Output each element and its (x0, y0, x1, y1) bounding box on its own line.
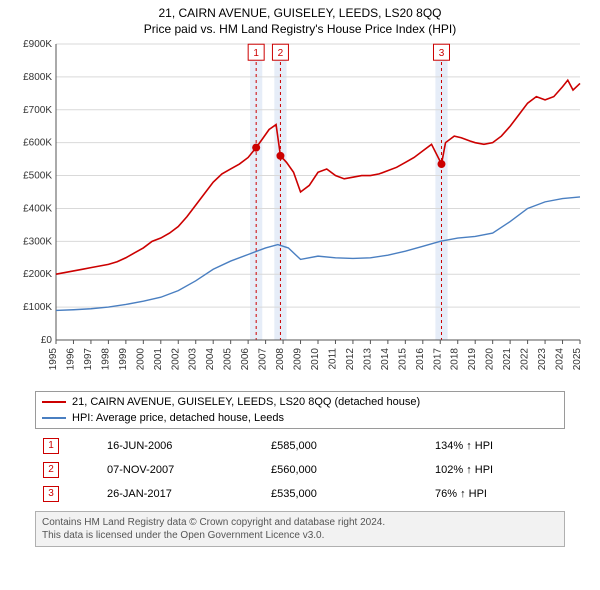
svg-text:2002: 2002 (170, 348, 181, 371)
sales-table: 1 16-JUN-2006£585,000134% ↑ HPI 2 07-NOV-20… (35, 433, 565, 507)
svg-text:£300K: £300K (23, 236, 52, 247)
svg-text:2025: 2025 (572, 348, 583, 371)
svg-text:2005: 2005 (223, 348, 234, 371)
chart-container: 21, CAIRN AVENUE, GUISELEY, LEEDS, LS20 … (0, 0, 600, 590)
footer-line-2: This data is licensed under the Open Gov… (42, 529, 558, 542)
svg-text:2022: 2022 (520, 348, 531, 371)
sale-pct: 76% ↑ HPI (429, 483, 563, 505)
svg-text:1995: 1995 (48, 348, 59, 371)
svg-text:2011: 2011 (327, 348, 338, 370)
svg-text:2016: 2016 (415, 348, 426, 371)
svg-text:2003: 2003 (188, 348, 199, 371)
legend-row-1: 21, CAIRN AVENUE, GUISELEY, LEEDS, LS20 … (42, 394, 558, 410)
sale-date: 26-JAN-2017 (101, 483, 263, 505)
svg-text:2008: 2008 (275, 348, 286, 371)
footer-box: Contains HM Land Registry data © Crown c… (35, 511, 565, 547)
svg-text:1997: 1997 (83, 348, 94, 371)
svg-text:2024: 2024 (555, 348, 566, 371)
svg-text:2001: 2001 (153, 348, 164, 371)
footer-line-1: Contains HM Land Registry data © Crown c… (42, 516, 558, 529)
sale-date: 07-NOV-2007 (101, 459, 263, 481)
sales-row: 2 07-NOV-2007£560,000102% ↑ HPI (37, 459, 563, 481)
legend-row-2: HPI: Average price, detached house, Leed… (42, 410, 558, 426)
svg-text:£700K: £700K (23, 105, 52, 116)
svg-text:2007: 2007 (258, 348, 269, 371)
svg-text:1999: 1999 (118, 348, 129, 371)
svg-text:£900K: £900K (23, 40, 52, 50)
svg-text:£200K: £200K (23, 269, 52, 280)
legend-label-1: 21, CAIRN AVENUE, GUISELEY, LEEDS, LS20 … (72, 394, 420, 410)
svg-text:2010: 2010 (310, 348, 321, 371)
legend-box: 21, CAIRN AVENUE, GUISELEY, LEEDS, LS20 … (35, 391, 565, 429)
svg-text:2009: 2009 (293, 348, 304, 371)
svg-text:£800K: £800K (23, 72, 52, 83)
sale-badge: 3 (43, 486, 59, 502)
chart-title: 21, CAIRN AVENUE, GUISELEY, LEEDS, LS20 … (0, 0, 600, 20)
svg-text:£500K: £500K (23, 171, 52, 182)
sale-price: £535,000 (265, 483, 427, 505)
svg-text:£100K: £100K (23, 302, 52, 313)
svg-text:£400K: £400K (23, 203, 52, 214)
sale-price: £585,000 (265, 435, 427, 457)
legend-swatch-2 (42, 417, 66, 419)
svg-text:3: 3 (439, 48, 445, 59)
chart-area: £0 £100K £200K £300K £400K £500K £600K £700K £80… (10, 40, 590, 385)
sales-row: 3 26-JAN-2017£535,00076% ↑ HPI (37, 483, 563, 505)
svg-text:2006: 2006 (240, 348, 251, 371)
svg-text:2017: 2017 (432, 348, 443, 371)
svg-text:2018: 2018 (450, 348, 461, 371)
line-chart-svg: £0 £100K £200K £300K £400K £500K £600K £700K £80… (10, 40, 590, 380)
svg-text:2000: 2000 (135, 348, 146, 371)
svg-text:1996: 1996 (65, 348, 76, 371)
svg-text:2015: 2015 (397, 348, 408, 371)
svg-text:2013: 2013 (362, 348, 373, 371)
sale-badge: 1 (43, 438, 59, 454)
sales-row: 1 16-JUN-2006£585,000134% ↑ HPI (37, 435, 563, 457)
sale-date: 16-JUN-2006 (101, 435, 263, 457)
svg-text:2004: 2004 (205, 348, 216, 371)
svg-text:2019: 2019 (467, 348, 478, 371)
svg-text:2020: 2020 (485, 348, 496, 371)
svg-text:£0: £0 (41, 335, 53, 346)
legend-label-2: HPI: Average price, detached house, Leed… (72, 410, 284, 426)
chart-subtitle: Price paid vs. HM Land Registry's House … (0, 20, 600, 40)
svg-text:2012: 2012 (345, 348, 356, 371)
svg-text:1: 1 (253, 48, 259, 59)
sale-price: £560,000 (265, 459, 427, 481)
svg-text:1998: 1998 (100, 348, 111, 371)
sale-pct: 102% ↑ HPI (429, 459, 563, 481)
svg-text:2: 2 (278, 48, 284, 59)
svg-text:2014: 2014 (380, 348, 391, 371)
sale-pct: 134% ↑ HPI (429, 435, 563, 457)
sale-badge: 2 (43, 462, 59, 478)
svg-text:2021: 2021 (502, 348, 513, 371)
svg-text:2023: 2023 (537, 348, 548, 371)
svg-text:£600K: £600K (23, 138, 52, 149)
legend-swatch-1 (42, 401, 66, 403)
